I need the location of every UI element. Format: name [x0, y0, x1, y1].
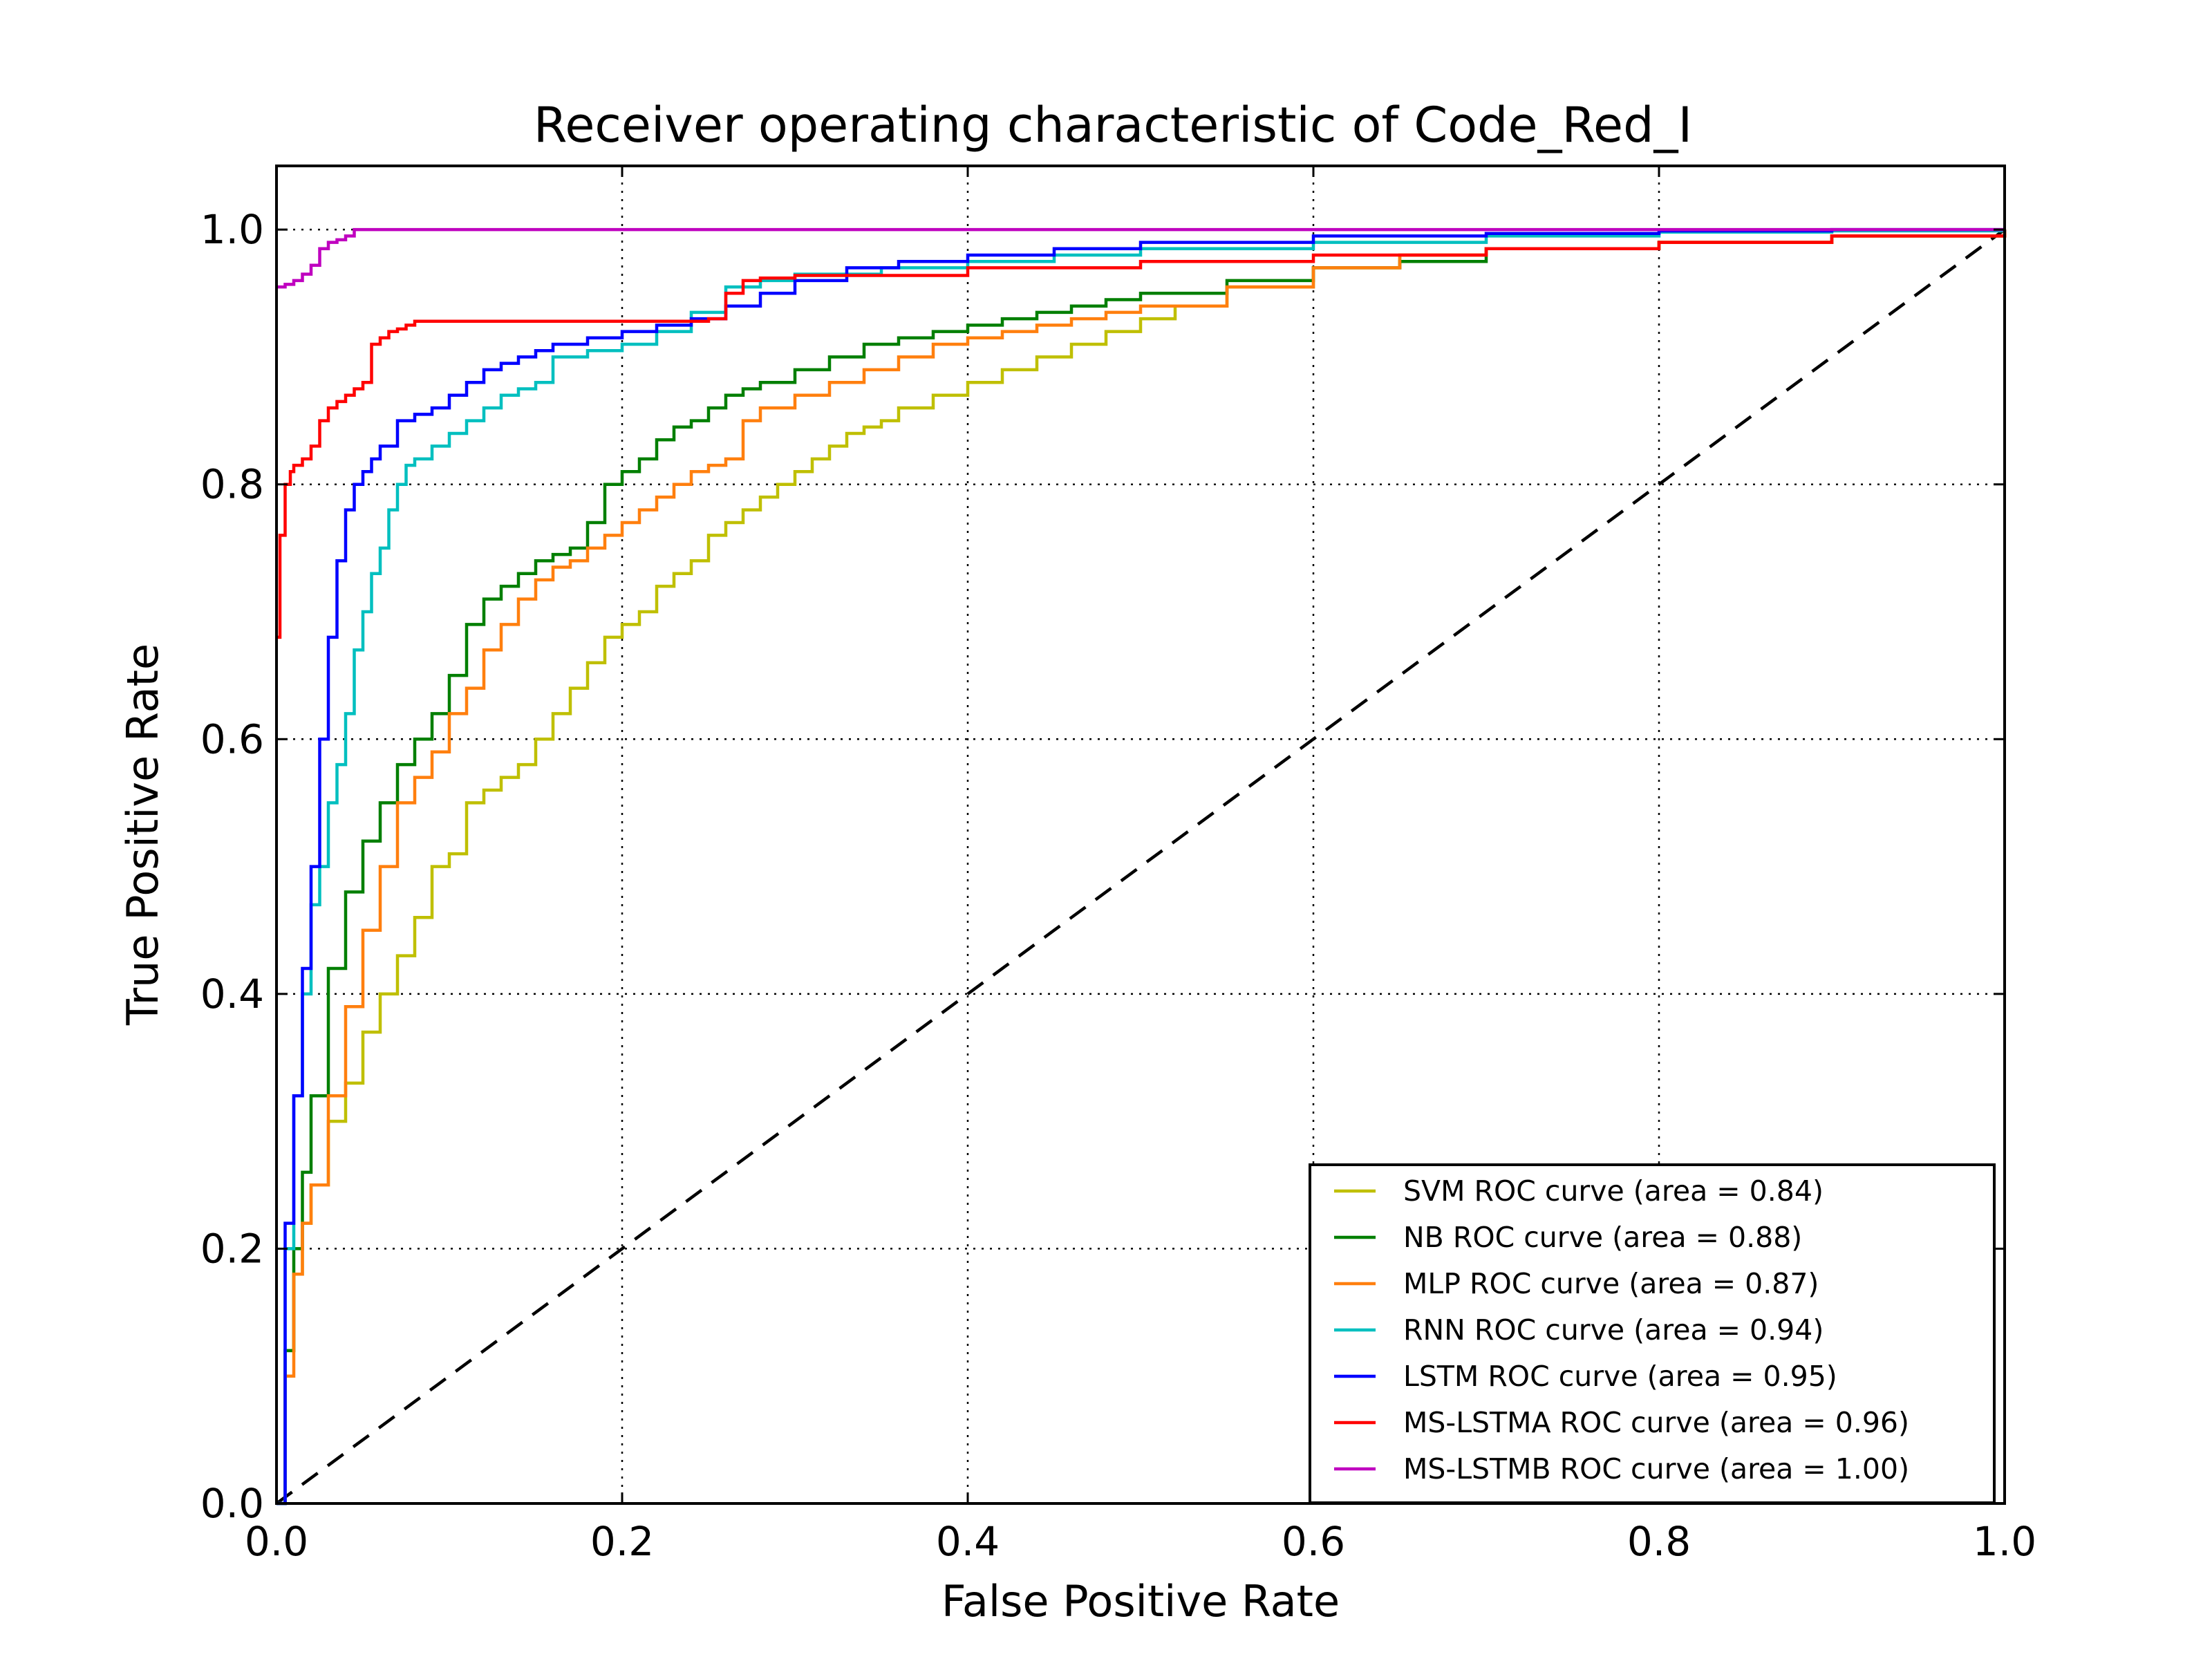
x-tick-label: 0.4	[936, 1518, 1000, 1565]
y-tick-label: 0.4	[200, 971, 264, 1018]
legend: SVM ROC curve (area = 0.84) NB ROC curve …	[1309, 1163, 1996, 1504]
series-line-2	[276, 229, 2007, 1506]
x-tick-label: 0.6	[1282, 1518, 1345, 1565]
x-axis-label: False Positive Rate	[941, 1576, 1340, 1627]
series-line-0	[276, 229, 2007, 1506]
legend-label: MLP ROC curve (area = 0.87)	[1403, 1267, 1819, 1300]
x-axis-ticks: 0.0 0.2 0.4 0.6 0.8 1.0	[245, 166, 2036, 1565]
reference-diagonal	[275, 228, 2006, 1505]
legend-label: MS-LSTMA ROC curve (area = 0.96)	[1403, 1406, 1909, 1439]
y-tick-label: 0.2	[200, 1225, 264, 1272]
x-tick-label: 0.0	[245, 1518, 308, 1565]
diagonal-reference-line	[275, 228, 2006, 1505]
series-line-1	[276, 229, 2007, 1506]
y-tick-label: 0.6	[200, 715, 264, 762]
x-tick-label: 0.8	[1627, 1518, 1691, 1565]
legend-label: RNN ROC curve (area = 0.94)	[1403, 1313, 1824, 1347]
y-tick-label: 0.0	[200, 1480, 264, 1527]
series-line-3	[276, 229, 2007, 1506]
y-tick-label: 0.8	[200, 461, 264, 508]
legend-label: LSTM ROC curve (area = 0.95)	[1403, 1360, 1837, 1393]
plot-frame	[275, 165, 2006, 1505]
x-tick-label: 0.2	[590, 1518, 654, 1565]
legend-label: NB ROC curve (area = 0.88)	[1403, 1221, 1802, 1254]
legend-label: MS-LSTMB ROC curve (area = 1.00)	[1403, 1452, 1909, 1485]
series-lines	[276, 227, 2007, 1506]
x-tick-label: 1.0	[1973, 1518, 2036, 1565]
series-line-6	[276, 227, 2005, 289]
legend-label: SVM ROC curve (area = 0.84)	[1403, 1174, 1824, 1208]
series-line-4	[276, 227, 2005, 1506]
y-axis-label: True Positive Rate	[118, 644, 168, 1026]
chart-title: Receiver operating characteristic of Cod…	[534, 97, 1692, 153]
y-axis-ticks: 0.0 0.2 0.4 0.6 0.8 1.0	[200, 206, 2005, 1527]
legend-box	[1309, 1163, 1996, 1504]
series-line-5	[276, 229, 2007, 639]
y-tick-label: 1.0	[200, 206, 264, 253]
